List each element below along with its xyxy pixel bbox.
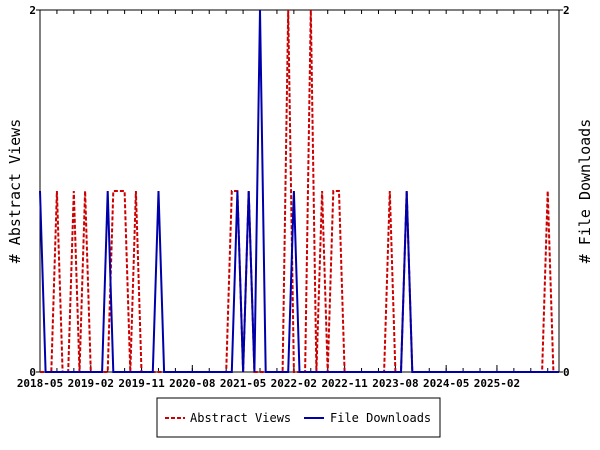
x-tick-label: 2023-08: [372, 377, 418, 390]
legend-label-abstract-views: Abstract Views: [190, 411, 291, 425]
x-tick-label: 2019-11: [118, 377, 165, 390]
plot-area: [39, 9, 560, 373]
y-axes: 0 2 0 2: [29, 4, 569, 379]
legend-box: [156, 397, 441, 438]
y-axis-left-title: # Abstract Views: [6, 119, 24, 264]
y-left-tick-label: 0: [29, 366, 36, 379]
x-axis: 2018-05 2019-02 2019-11 2020-08 2021-05 2022-…: [17, 10, 549, 390]
series-line-file-downloads: [39, 9, 559, 373]
x-tick-label: 2018-05: [17, 377, 63, 390]
y-left-tick-label: 2: [29, 4, 36, 17]
x-tick-label: 2019-02: [68, 377, 114, 390]
x-tick-label: 2022-02: [271, 377, 317, 390]
x-tick-label: 2025-02: [474, 377, 520, 390]
y-right-tick-label: 2: [563, 4, 570, 17]
y-axis-right-title: # File Downloads: [576, 119, 594, 264]
x-tick-label: 2022-11: [321, 377, 368, 390]
legend-label-file-downloads: File Downloads: [330, 411, 431, 425]
legend: Abstract Views File Downloads: [156, 397, 441, 438]
series-layer: [39, 9, 559, 373]
x-tick-label: 2020-08: [169, 377, 215, 390]
x-tick-label: 2024-05: [423, 377, 469, 390]
x-tick-label: 2021-05: [220, 377, 266, 390]
y-right-tick-label: 0: [563, 366, 570, 379]
